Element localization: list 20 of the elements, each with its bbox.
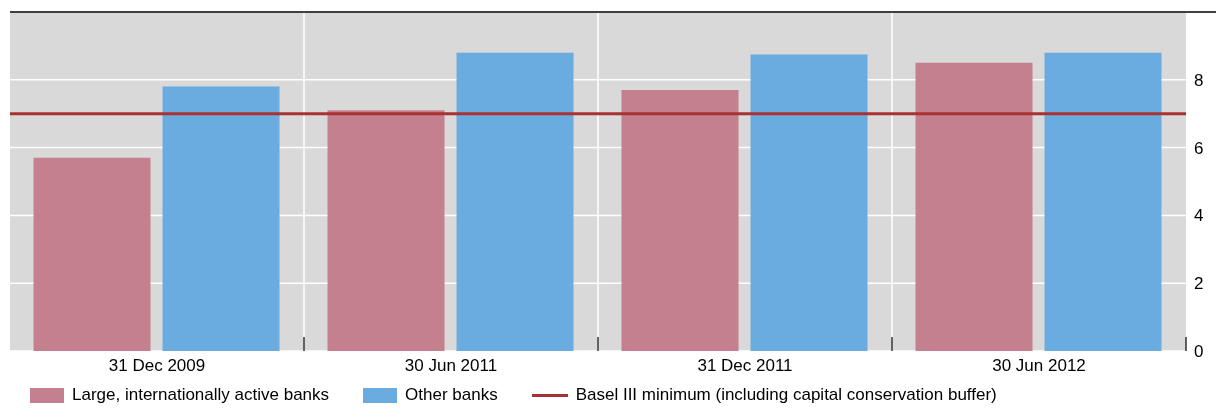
x-tick-label: 30 Jun 2012 <box>992 356 1086 376</box>
x-tick-label: 31 Dec 2009 <box>108 356 206 376</box>
y-tick-label: 6 <box>1194 138 1204 158</box>
bar <box>621 89 739 351</box>
bar <box>915 62 1033 351</box>
legend-label: Other banks <box>405 385 498 405</box>
bar <box>162 86 280 351</box>
bar <box>456 52 574 351</box>
bar <box>750 54 868 351</box>
y-tick-label: 2 <box>1194 274 1204 294</box>
y-tick-label: 0 <box>1194 342 1204 362</box>
x-tick-label: 31 Dec 2011 <box>697 356 793 376</box>
x-tick-label: 30 Jun 2011 <box>404 356 498 376</box>
legend-label: Basel III minimum (including capital conservation buffer) <box>575 385 997 405</box>
y-tick-label: 8 <box>1194 70 1204 90</box>
bar <box>1044 52 1162 351</box>
y-tick-label: 4 <box>1194 206 1204 226</box>
legend-label: Large, internationally active banks <box>72 385 330 405</box>
bar <box>33 157 151 351</box>
bar <box>327 110 445 351</box>
